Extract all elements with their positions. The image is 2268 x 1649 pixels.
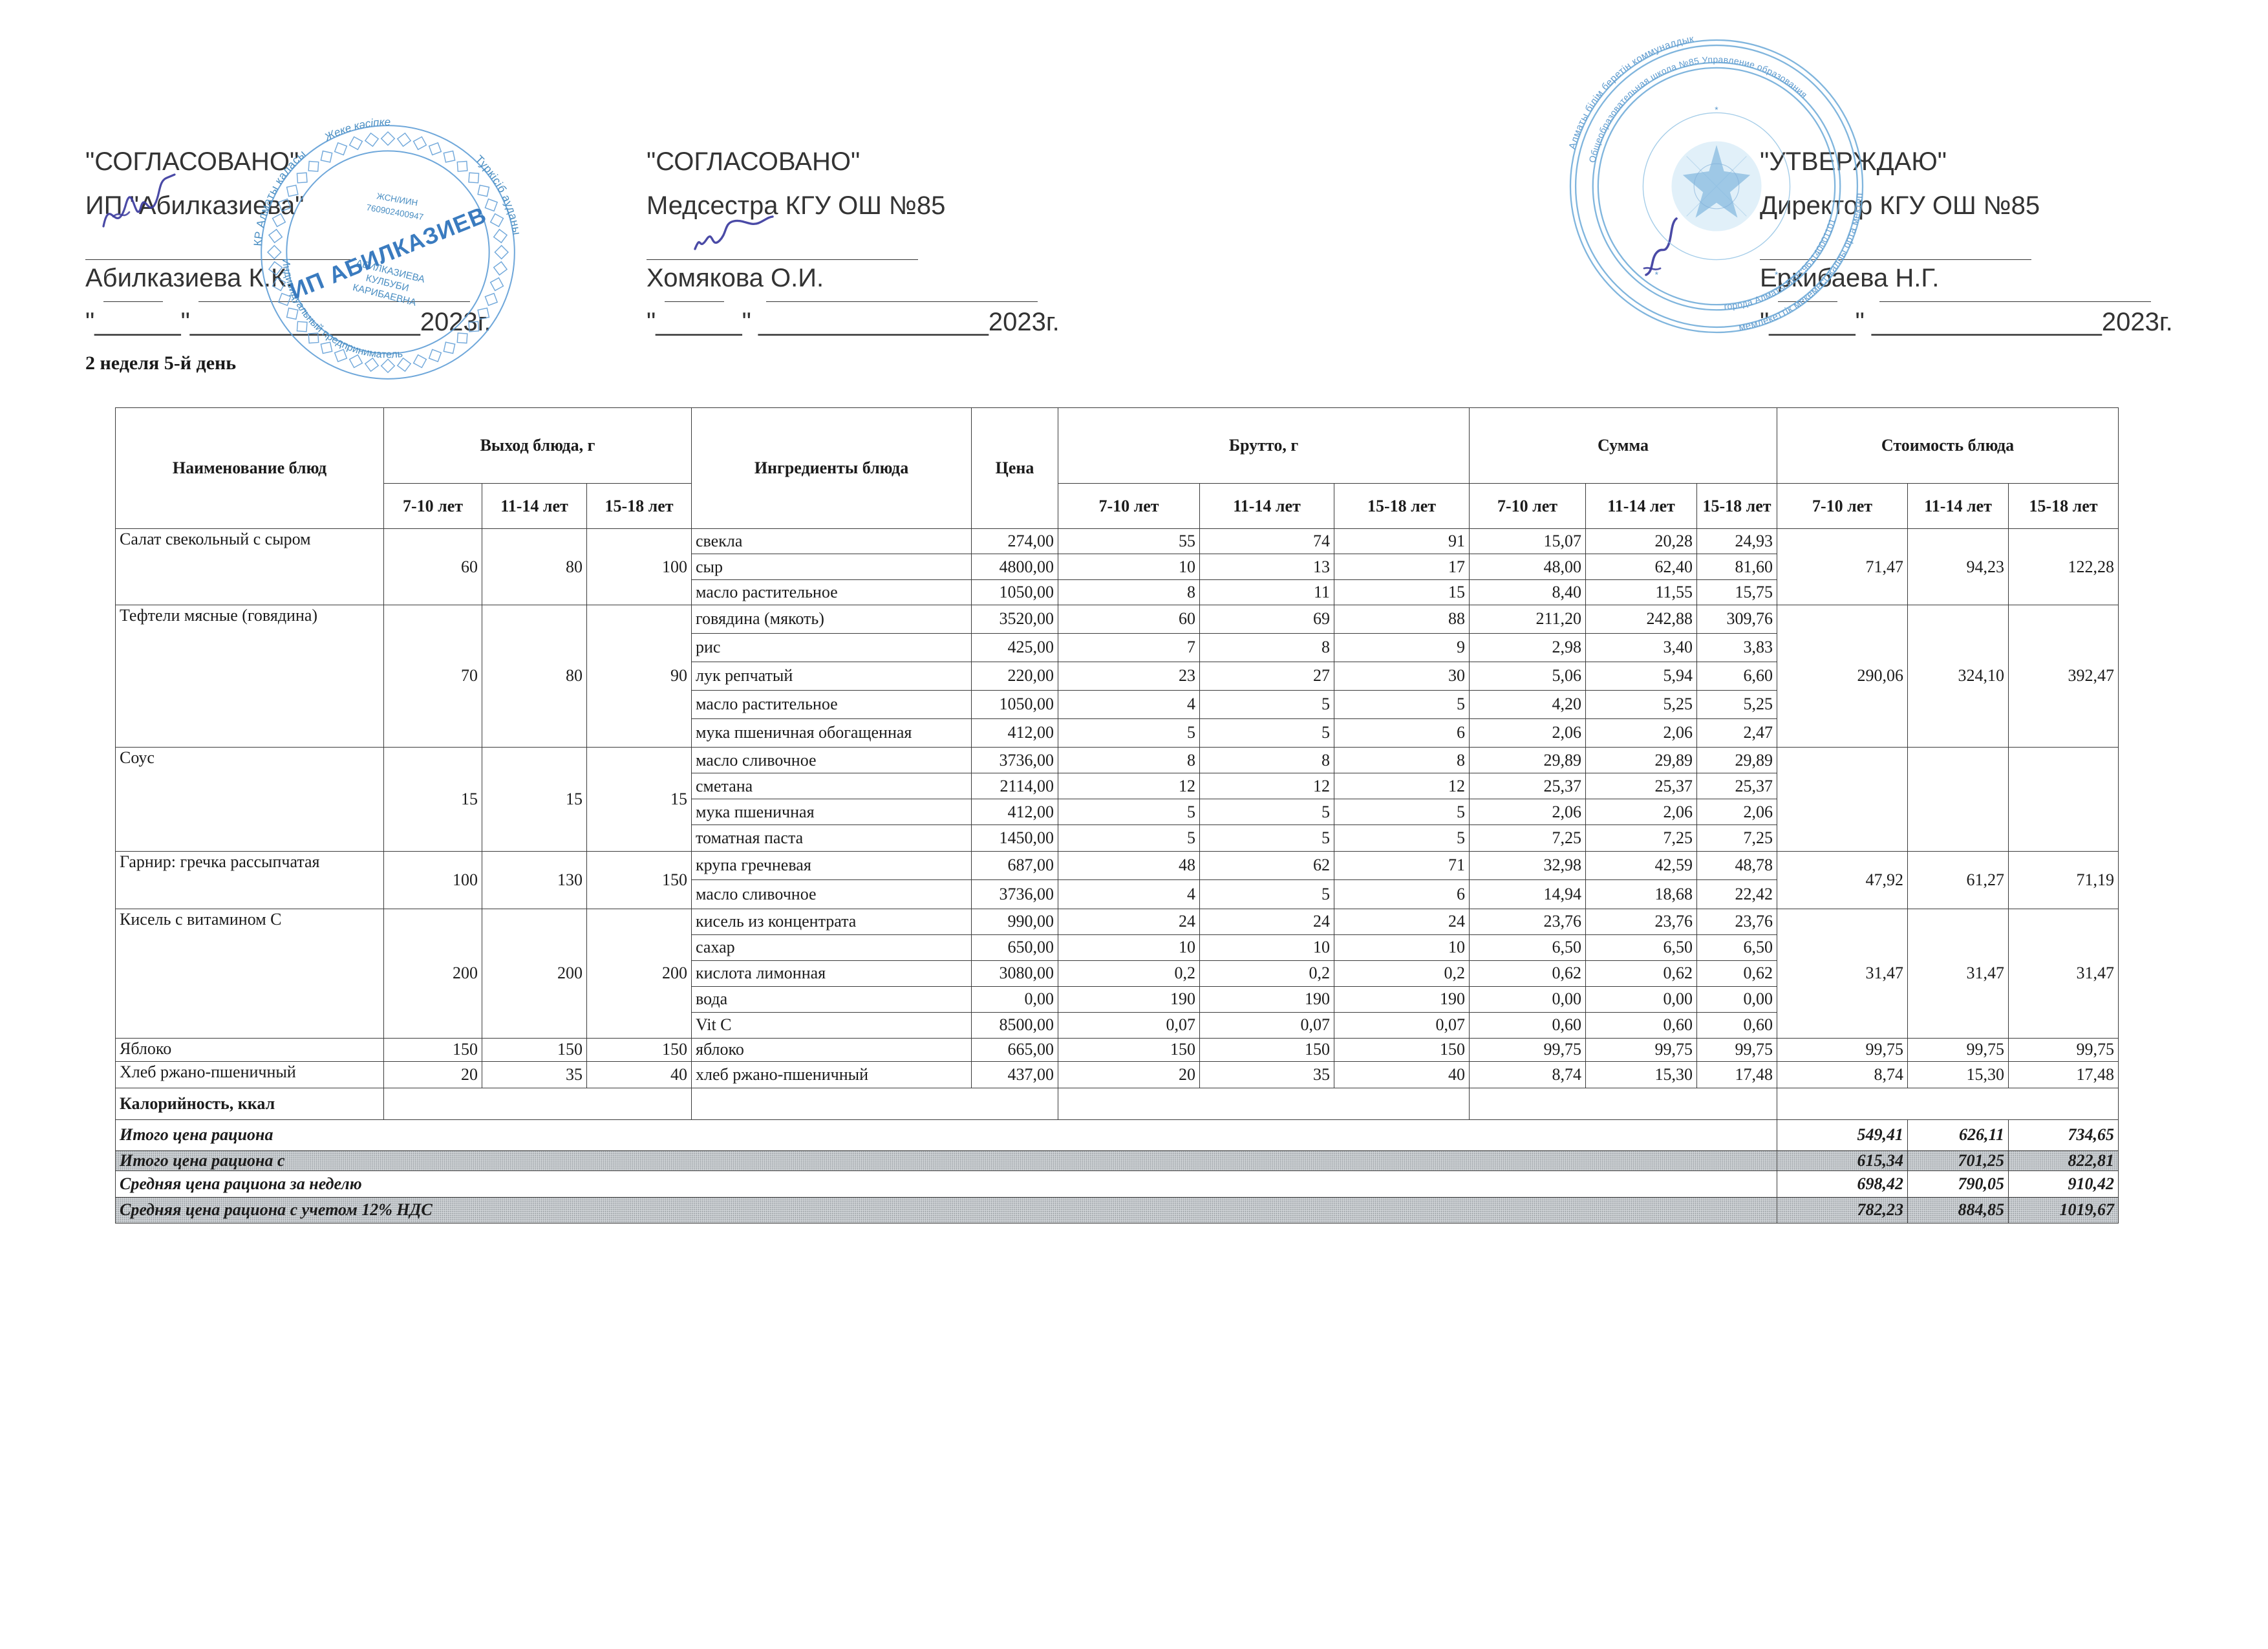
svg-text:*: * bbox=[1775, 269, 1779, 279]
svg-text:КР Алматы каласы: КР Алматы каласы bbox=[251, 147, 308, 246]
svg-text:*: * bbox=[1655, 269, 1659, 279]
svg-text:мемлекеттік мекемесі жалпы орт: мемлекеттік мекемесі жалпы орта мектеп bbox=[1738, 193, 1865, 334]
svg-text:города Алматы БИН:961140001101: города Алматы БИН:961140001101 bbox=[1724, 217, 1837, 312]
